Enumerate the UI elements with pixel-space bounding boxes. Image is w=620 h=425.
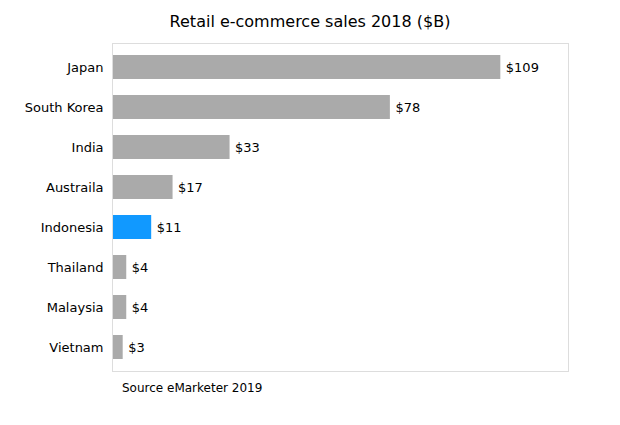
svg-text:$109: $109 bbox=[506, 60, 539, 75]
svg-text:India: India bbox=[72, 140, 104, 155]
svg-text:$4: $4 bbox=[132, 300, 149, 315]
svg-text:Malaysia: Malaysia bbox=[47, 300, 104, 315]
svg-text:$11: $11 bbox=[157, 220, 182, 235]
svg-text:$33: $33 bbox=[235, 140, 260, 155]
svg-text:$17: $17 bbox=[178, 180, 203, 195]
svg-text:$4: $4 bbox=[132, 260, 149, 275]
html-text:Retail e-commerce sales 2018 (: Retail e-commerce sales 2018 ($B) bbox=[169, 12, 451, 31]
svg-text:Vietnam: Vietnam bbox=[49, 340, 103, 355]
svg-text:Thailand: Thailand bbox=[47, 260, 104, 275]
html-text:Source eMarketer 2019: Source eMarketer 2019 bbox=[122, 381, 263, 395]
svg-text:Indonesia: Indonesia bbox=[41, 220, 104, 235]
svg-text:Austraila: Austraila bbox=[46, 180, 104, 195]
svg-text:South Korea: South Korea bbox=[25, 100, 104, 115]
svg-text:Japan: Japan bbox=[66, 60, 103, 75]
svg-text:$78: $78 bbox=[395, 100, 420, 115]
svg-text:$3: $3 bbox=[128, 340, 145, 355]
